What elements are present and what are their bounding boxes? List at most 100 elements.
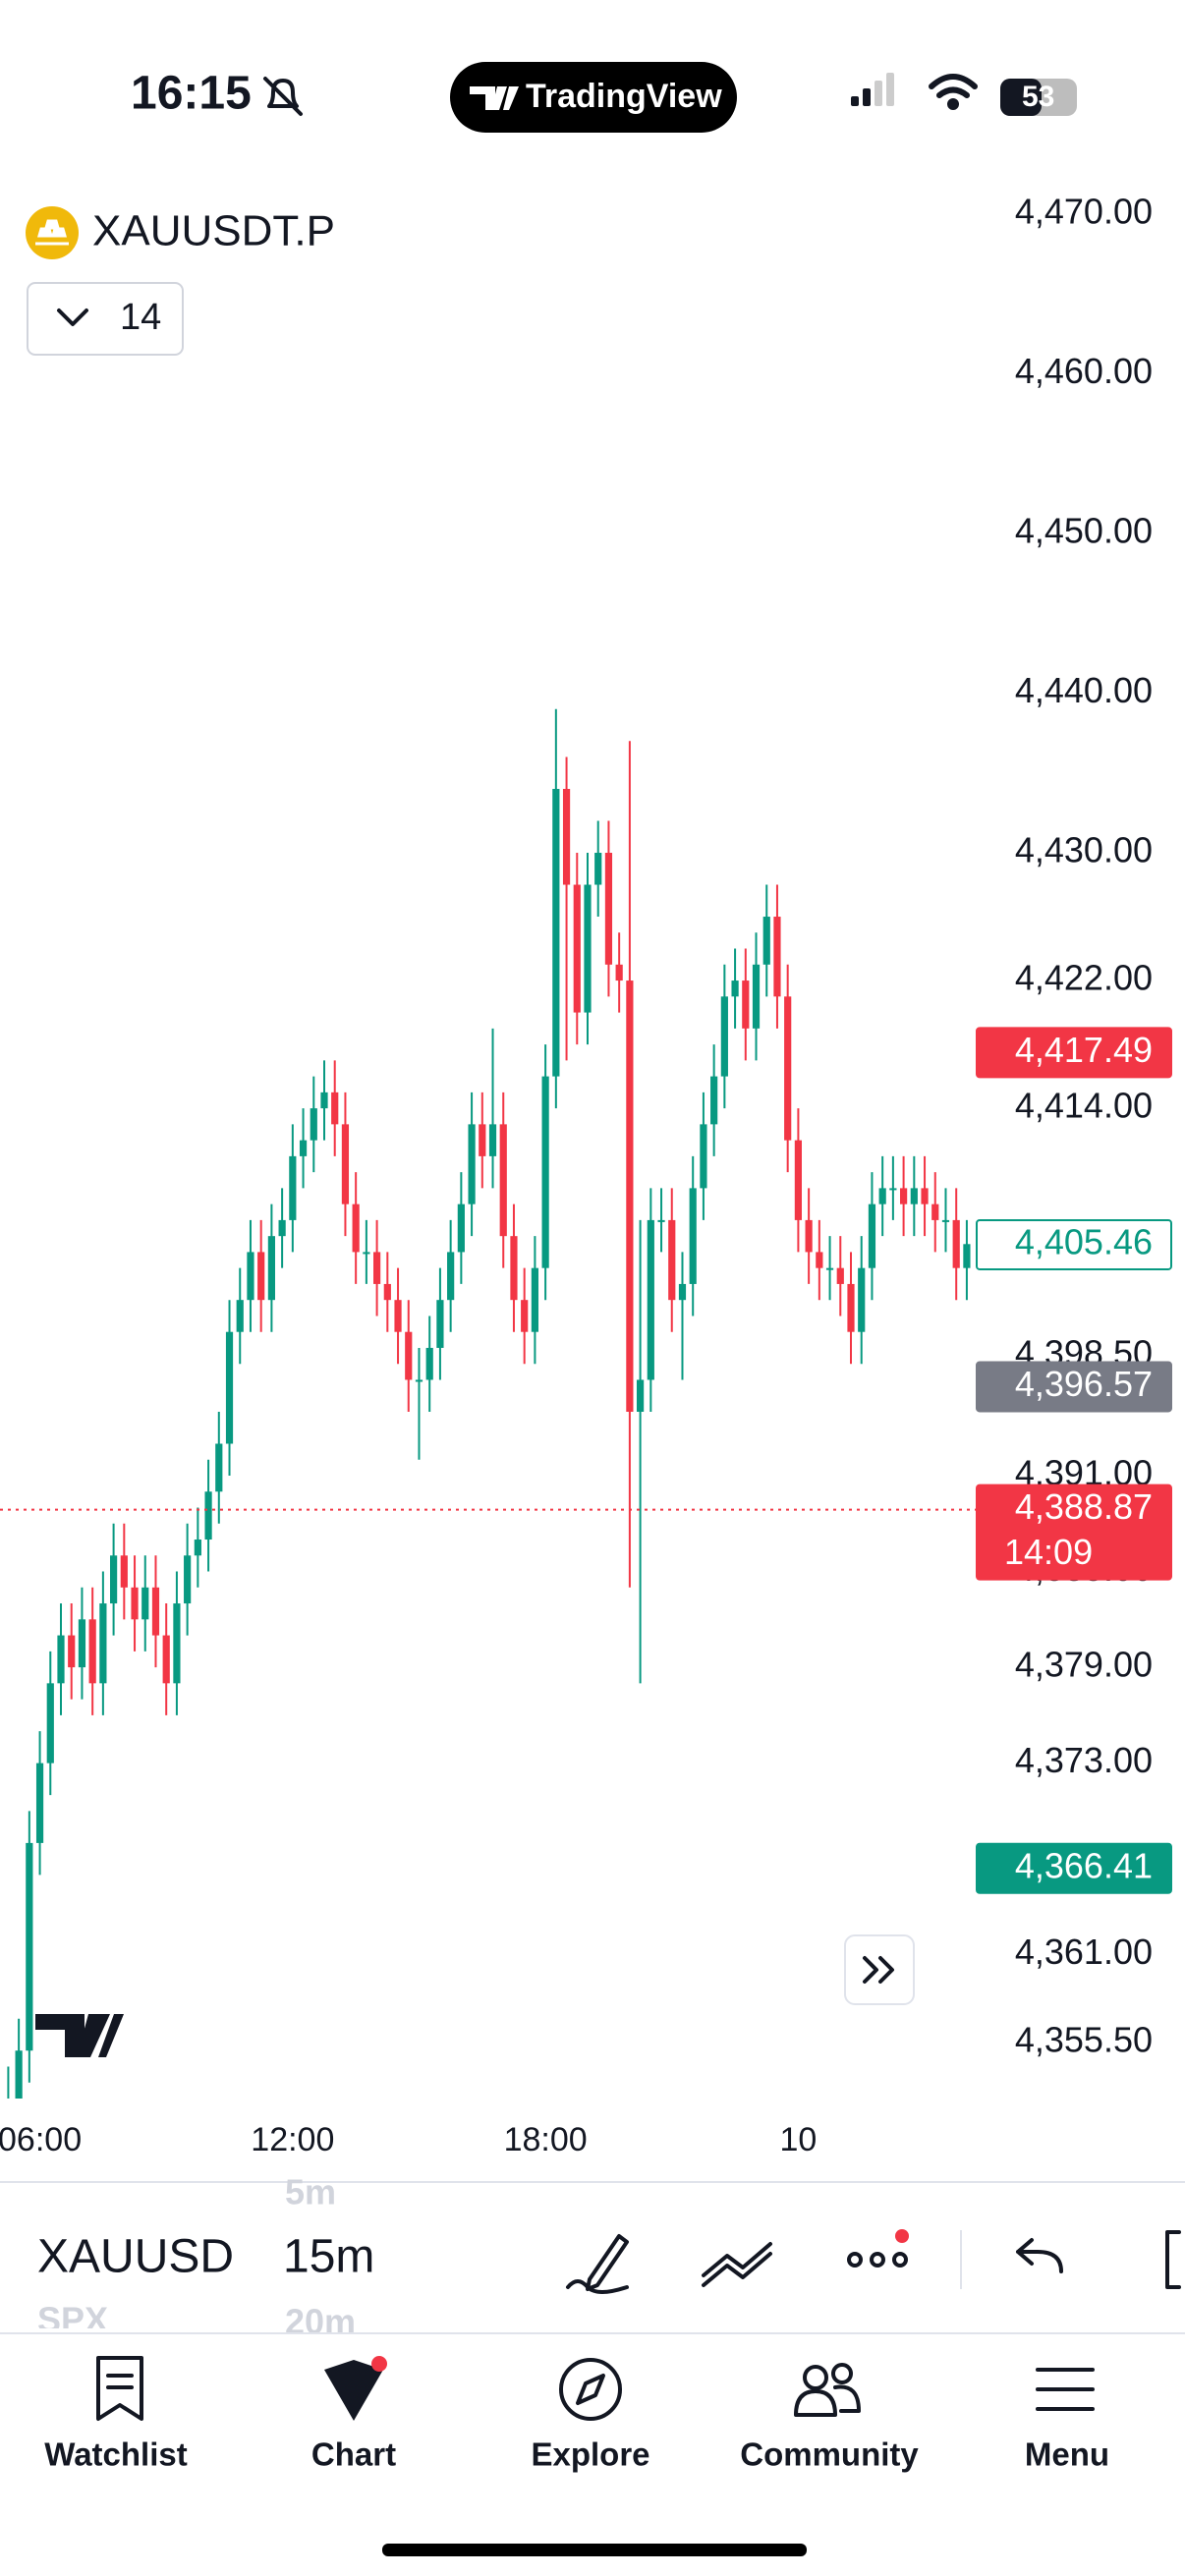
price-tag-label: 4,405.46 (1015, 1221, 1153, 1261)
candle-body (657, 1219, 665, 1222)
symbol-current: XAUUSD (37, 2231, 234, 2283)
candle-body (68, 1635, 76, 1668)
candle-body (299, 1140, 308, 1156)
candle-body (889, 1188, 897, 1191)
candle-body (868, 1204, 876, 1268)
price-tag (976, 1484, 1172, 1581)
pattern-tool[interactable] (702, 2242, 772, 2287)
tab-label[interactable]: Menu (1025, 2436, 1109, 2473)
candle-body (57, 1635, 65, 1684)
symbol-picker[interactable]: NIFTY XAUUSD SPX (37, 2172, 234, 2340)
symbol-prev: NIFTY (37, 2172, 140, 2212)
candle-body (720, 996, 728, 1077)
candle-body (647, 1219, 654, 1380)
battery-level (1000, 79, 1042, 116)
candle-body (383, 1283, 391, 1301)
tab-icon-community (794, 2363, 861, 2417)
fullscreen[interactable] (1165, 2230, 1181, 2289)
tab-label[interactable]: Chart (311, 2436, 396, 2473)
tab-icon-explore (559, 2358, 622, 2421)
y-tick-label: 4,440.00 (1015, 670, 1153, 710)
candle-body (825, 1267, 834, 1270)
candle-body (257, 1252, 265, 1301)
more-tool[interactable] (847, 2229, 909, 2268)
y-tick-label: 4,430.00 (1015, 830, 1153, 870)
candle-body (931, 1204, 939, 1220)
candle-body (405, 1331, 413, 1380)
tab-bar: Watchlist Chart Explore Community Menu (44, 2436, 1109, 2473)
tab-label[interactable]: Explore (531, 2436, 649, 2473)
draw-tool[interactable] (566, 2234, 629, 2294)
symbol-title[interactable]: XAUUSDT.P (92, 207, 335, 255)
gold-bars (35, 219, 69, 246)
interval-next: 20m (285, 2302, 356, 2342)
y-tick-label: 4,379.00 (1015, 1645, 1153, 1685)
compass-needle (576, 2374, 605, 2405)
candle-body (858, 1267, 866, 1332)
candle-body (236, 1300, 244, 1332)
candle-body (700, 1124, 707, 1189)
candle-body (604, 853, 613, 965)
candle-body (425, 1347, 433, 1380)
price-tag-label: 4,396.57 (1015, 1364, 1153, 1404)
candle-body (816, 1252, 823, 1268)
candle-body (289, 1155, 297, 1220)
chevron (57, 308, 88, 326)
app-pill-label: TradingView (526, 78, 722, 115)
tab-label[interactable]: Watchlist (44, 2436, 187, 2473)
symbol-next: SPX (37, 2300, 108, 2340)
y-tick-label: 4,373.00 (1015, 1740, 1153, 1780)
app-pill[interactable] (450, 62, 737, 133)
candle-body (15, 2050, 23, 2099)
tab-label[interactable]: Community (740, 2436, 919, 2473)
candle-body (637, 1379, 645, 1412)
candle-body (35, 1763, 44, 1843)
candle-body (173, 1603, 181, 1684)
interval-picker[interactable]: 5m 15m 20m (283, 2172, 374, 2342)
candle-body (78, 1619, 86, 1668)
candle-body (499, 1124, 507, 1237)
y-tick-label: 4,460.00 (1015, 351, 1153, 391)
candle-body (552, 788, 560, 1077)
scroll-forward[interactable] (844, 1934, 915, 2005)
candle-body (784, 996, 792, 1141)
x-tick-label: 10 (779, 2121, 817, 2158)
candle-body (88, 1619, 96, 1684)
candle-body (773, 917, 781, 997)
price-tag (976, 1361, 1172, 1413)
y-tick-label: 4,355.50 (1015, 2020, 1153, 2060)
y-tick-label: 4,470.00 (1015, 191, 1153, 231)
price-tag (976, 1842, 1172, 1894)
candle-body (162, 1635, 170, 1684)
candle-body (584, 884, 592, 1013)
undo[interactable] (1016, 2238, 1063, 2273)
candle-body (331, 1092, 339, 1125)
candle-body (225, 1331, 234, 1444)
candle-body (267, 1236, 275, 1301)
candle-body (468, 1124, 476, 1204)
candle-body (794, 1140, 802, 1220)
plot-area (0, 708, 976, 2099)
tab-icon-menu (1036, 2368, 1095, 2411)
tab-icon-chart (324, 2360, 383, 2421)
candle-body (668, 1219, 676, 1301)
tv-watermark (35, 2014, 124, 2057)
scroll-icon (863, 1956, 894, 1984)
candle-body (99, 1603, 107, 1684)
candle-body (120, 1555, 128, 1588)
candle-body (805, 1219, 813, 1253)
price-tag-label: 4,366.41 (1015, 1845, 1153, 1885)
candle-body (731, 980, 739, 997)
status-time: 16:15 (131, 68, 252, 120)
candle-body (131, 1587, 139, 1620)
candle-body (952, 1219, 960, 1268)
candle-body (910, 1188, 918, 1204)
candle-body (847, 1283, 855, 1332)
candle-body (184, 1555, 192, 1604)
candle-body (320, 1092, 328, 1109)
indicator-toggle[interactable] (27, 282, 184, 356)
candle-body (594, 853, 602, 885)
candle-body (900, 1188, 908, 1204)
x-tick-label: 12:00 (251, 2121, 334, 2158)
